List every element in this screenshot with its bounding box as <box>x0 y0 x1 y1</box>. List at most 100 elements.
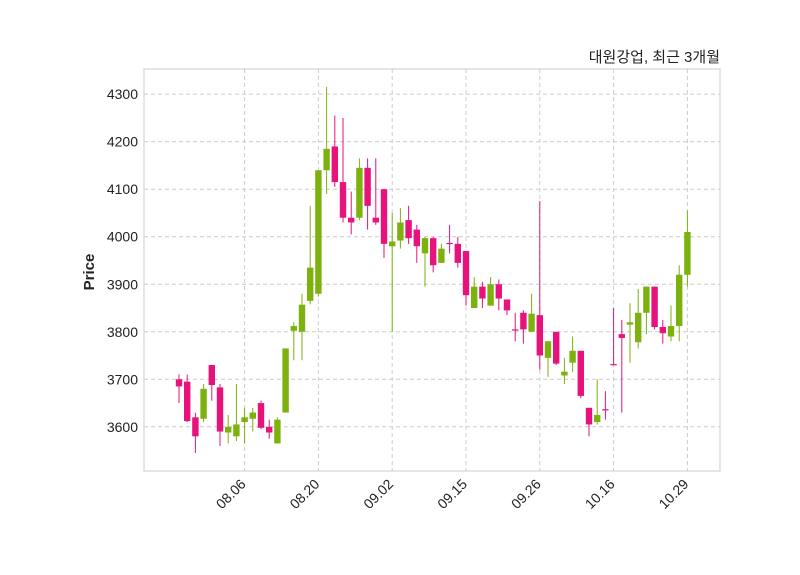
candle <box>266 419 273 439</box>
candle <box>307 205 314 305</box>
candle <box>553 331 560 366</box>
candle <box>282 348 289 413</box>
candle-body <box>421 238 429 254</box>
x-tick-label: 09.02 <box>360 476 396 512</box>
candle <box>471 277 478 309</box>
candle <box>684 210 691 287</box>
candle <box>380 189 388 259</box>
candle-body <box>348 217 355 223</box>
candle <box>454 236 461 268</box>
candle <box>257 400 265 430</box>
candle-body <box>389 241 396 247</box>
candle-body <box>643 286 650 313</box>
candle <box>249 407 256 432</box>
candle-body <box>216 387 224 432</box>
candle <box>676 265 683 342</box>
candle-body <box>266 426 273 433</box>
candle <box>495 279 502 311</box>
candle <box>667 305 675 342</box>
candle <box>462 250 470 306</box>
candle-body <box>553 331 560 364</box>
candle-body <box>610 364 617 366</box>
candle <box>577 350 584 399</box>
candle-body <box>430 238 437 266</box>
candle-body <box>241 417 248 423</box>
candle-body <box>667 326 675 337</box>
candle <box>389 212 396 332</box>
candle <box>438 243 445 263</box>
candle <box>274 417 281 444</box>
candle-body <box>577 350 584 396</box>
candle-body <box>487 284 494 306</box>
candle-body <box>339 182 347 218</box>
candle <box>208 365 215 401</box>
candle-body <box>364 167 371 206</box>
candle-body <box>512 329 519 331</box>
candle-body <box>397 222 404 241</box>
candle-body <box>618 334 625 338</box>
candle <box>512 312 519 342</box>
y-tick-label: 3800 <box>107 324 138 340</box>
chart-title: 대원강업, 최근 3개월 <box>589 49 720 66</box>
candle-body <box>405 220 412 239</box>
candle-body <box>594 414 601 423</box>
candle <box>544 341 552 377</box>
candle <box>200 384 207 423</box>
candle <box>635 289 642 349</box>
candle <box>487 277 494 306</box>
candle-body <box>192 417 199 437</box>
candle <box>339 117 347 223</box>
candle <box>561 357 568 385</box>
y-tick-label: 4200 <box>107 134 138 150</box>
candle <box>602 391 609 420</box>
candle <box>446 224 453 254</box>
candle <box>594 379 601 425</box>
candle-body <box>536 315 543 356</box>
candle <box>618 319 625 413</box>
candle-body <box>282 348 289 413</box>
y-tick-label: 3600 <box>107 419 138 435</box>
candle-body <box>380 189 388 244</box>
x-tick-label: 10.29 <box>655 476 691 512</box>
candle <box>421 236 429 287</box>
candle-body <box>454 243 461 263</box>
candle <box>610 308 617 366</box>
x-tick-label: 09.26 <box>508 476 544 512</box>
candle <box>233 384 240 442</box>
candle <box>331 115 338 187</box>
candle-body <box>528 313 535 332</box>
x-tick-label: 09.15 <box>434 476 470 512</box>
candle <box>503 299 511 316</box>
candle <box>585 407 593 437</box>
candle-body <box>495 284 502 299</box>
y-tick-label: 3700 <box>107 371 138 387</box>
candle <box>290 322 297 361</box>
candle-body <box>233 424 240 437</box>
plot-area <box>143 68 721 472</box>
candle-body <box>561 371 568 376</box>
x-tick-label: 08.06 <box>213 476 249 512</box>
y-tick-label: 4300 <box>107 86 138 102</box>
candle <box>216 384 224 446</box>
candle-body <box>520 312 527 330</box>
candle <box>175 374 183 404</box>
candle <box>430 236 437 273</box>
candle-body <box>479 286 486 299</box>
candle <box>520 310 527 344</box>
candle-body <box>569 350 576 363</box>
candle-body <box>257 403 265 428</box>
candle <box>323 87 330 194</box>
candle-body <box>438 248 445 263</box>
candle-body <box>659 327 666 334</box>
y-axis-ticks: 3600 3700 3800 3900 4000 4100 4200 4300 <box>107 86 138 435</box>
candle <box>298 293 306 361</box>
candle <box>225 414 232 444</box>
candle-body <box>323 148 330 171</box>
candle-body <box>249 412 256 419</box>
x-axis-ticks: 08.06 08.20 09.02 09.15 09.26 10.16 10.29 <box>213 476 692 512</box>
candle <box>184 374 191 423</box>
candle-body <box>503 299 511 311</box>
candle-body <box>626 322 634 325</box>
candle <box>528 293 535 332</box>
